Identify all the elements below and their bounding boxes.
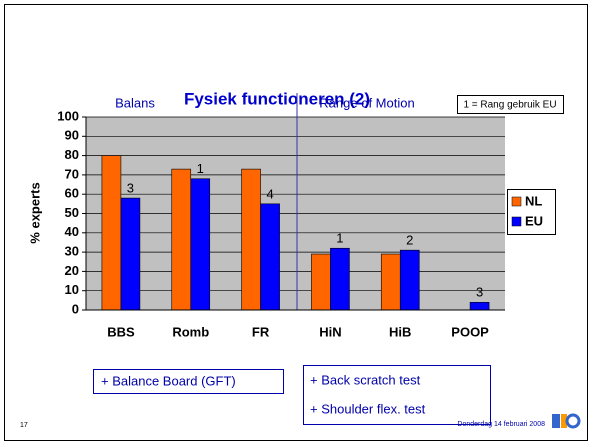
note: + Shoulder flex. test: [310, 401, 426, 416]
page-number: 17: [20, 422, 28, 429]
logo-part: [561, 414, 567, 428]
y-tick-label: 10: [65, 282, 79, 297]
rank-note-box: [457, 95, 564, 114]
bar: [241, 168, 261, 311]
bar: [190, 178, 211, 311]
note-box: [93, 369, 284, 394]
note: + Balance Board (GFT): [101, 373, 236, 388]
y-tick-label: 30: [65, 244, 79, 259]
legend-label: NL: [525, 193, 542, 208]
rank-label: 1: [197, 161, 204, 176]
rank-note: 1 = Rang gebruik EU: [463, 100, 556, 111]
x-tick-label: HiB: [389, 324, 411, 339]
legend-label: EU: [525, 213, 543, 228]
section-label: Range of Motion: [319, 95, 414, 110]
legend-swatch: [511, 216, 522, 227]
logo: [552, 413, 581, 429]
bar: [469, 301, 490, 311]
logo-part: [565, 413, 581, 429]
bar: [330, 247, 350, 311]
section-label: Balans: [115, 95, 155, 110]
y-tick-label: 90: [65, 128, 79, 143]
y-tick-label: 20: [65, 263, 79, 278]
y-tick-label: 0: [72, 301, 79, 316]
x-tick-label: POOP: [451, 324, 489, 339]
x-tick-label: BBS: [107, 324, 135, 339]
chart-title: Fysiek functioneren (2): [184, 89, 370, 108]
bar: [260, 203, 280, 311]
rank-label: 3: [127, 180, 134, 195]
bar: [120, 197, 141, 311]
x-tick-label: Romb: [172, 324, 209, 339]
bar: [399, 249, 420, 311]
bar: [311, 253, 331, 311]
y-tick-label: 70: [65, 166, 79, 181]
note-box: [303, 365, 491, 425]
y-tick-label: 60: [65, 186, 79, 201]
logo-part: [552, 414, 560, 428]
x-tick-label: HiN: [319, 324, 341, 339]
legend-swatch: [511, 196, 522, 207]
footer-date: Donderdag 14 februari 2008: [457, 421, 545, 428]
y-tick-label: 100: [57, 108, 79, 123]
rank-label: 2: [406, 233, 413, 248]
x-tick-label: FR: [252, 324, 270, 339]
bar: [171, 168, 192, 311]
bar: [101, 155, 122, 311]
y-axis-label: % experts: [27, 182, 42, 243]
y-tick-label: 40: [65, 224, 79, 239]
rank-label: 1: [336, 231, 343, 246]
y-tick-label: 50: [65, 205, 79, 220]
bar: [380, 253, 401, 311]
rank-label: 4: [266, 186, 273, 201]
rank-label: 3: [476, 285, 483, 300]
y-tick-label: 80: [65, 147, 79, 162]
note: + Back scratch test: [310, 372, 421, 387]
